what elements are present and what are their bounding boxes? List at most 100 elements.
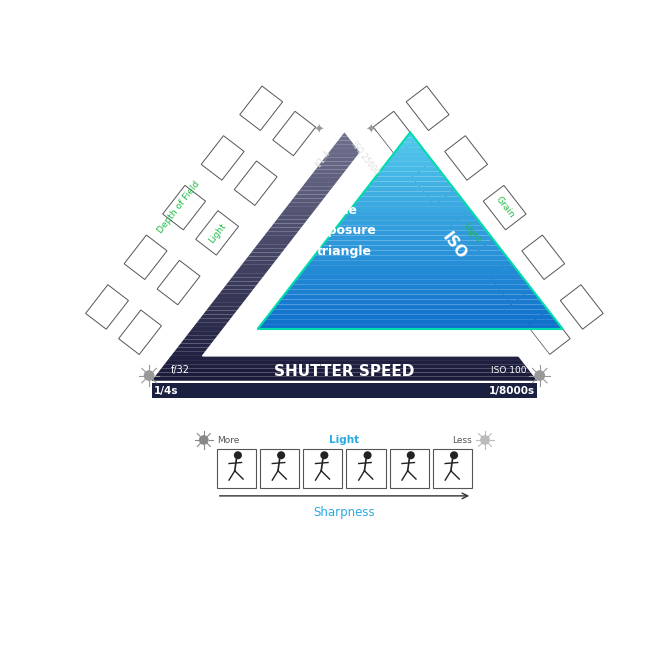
Polygon shape bbox=[338, 136, 351, 140]
Polygon shape bbox=[489, 260, 532, 305]
Polygon shape bbox=[372, 177, 448, 181]
Polygon shape bbox=[177, 343, 511, 347]
Polygon shape bbox=[216, 294, 473, 298]
Polygon shape bbox=[387, 157, 433, 162]
Polygon shape bbox=[158, 368, 531, 372]
Bar bbox=[303, 450, 342, 488]
Text: Light: Light bbox=[461, 221, 482, 245]
Polygon shape bbox=[277, 300, 544, 304]
Polygon shape bbox=[280, 211, 409, 215]
Polygon shape bbox=[391, 152, 429, 157]
Polygon shape bbox=[261, 236, 428, 240]
Polygon shape bbox=[235, 161, 277, 206]
Polygon shape bbox=[273, 112, 316, 156]
Text: The: The bbox=[331, 204, 358, 216]
Polygon shape bbox=[210, 302, 479, 306]
Polygon shape bbox=[181, 339, 508, 343]
Circle shape bbox=[451, 452, 458, 458]
Polygon shape bbox=[290, 199, 399, 203]
Polygon shape bbox=[184, 335, 505, 339]
Bar bbox=[260, 450, 299, 488]
Polygon shape bbox=[203, 310, 486, 314]
Polygon shape bbox=[330, 230, 491, 236]
Polygon shape bbox=[190, 327, 499, 331]
Text: ✦: ✦ bbox=[365, 123, 376, 136]
Polygon shape bbox=[353, 201, 467, 206]
Polygon shape bbox=[255, 244, 434, 248]
Polygon shape bbox=[412, 161, 454, 206]
Polygon shape bbox=[311, 255, 509, 260]
Polygon shape bbox=[319, 161, 370, 165]
Polygon shape bbox=[398, 142, 421, 147]
Text: APERTURE: APERTURE bbox=[202, 206, 268, 286]
Polygon shape bbox=[296, 190, 392, 194]
Text: f/32: f/32 bbox=[171, 366, 190, 376]
Polygon shape bbox=[341, 132, 347, 136]
Polygon shape bbox=[274, 219, 415, 224]
Circle shape bbox=[364, 452, 371, 458]
Polygon shape bbox=[314, 251, 505, 255]
Polygon shape bbox=[357, 196, 464, 201]
Bar bbox=[433, 450, 472, 488]
Polygon shape bbox=[165, 360, 524, 364]
Polygon shape bbox=[528, 310, 571, 354]
Polygon shape bbox=[152, 376, 537, 381]
Polygon shape bbox=[261, 319, 559, 324]
Polygon shape bbox=[264, 232, 425, 236]
Polygon shape bbox=[384, 162, 437, 167]
Polygon shape bbox=[226, 282, 463, 286]
Polygon shape bbox=[85, 285, 128, 329]
Text: ISO 100: ISO 100 bbox=[491, 366, 526, 375]
Circle shape bbox=[144, 371, 154, 380]
Polygon shape bbox=[235, 269, 454, 273]
Circle shape bbox=[200, 436, 208, 444]
Polygon shape bbox=[307, 260, 513, 265]
Polygon shape bbox=[293, 194, 396, 199]
Polygon shape bbox=[265, 314, 555, 319]
Polygon shape bbox=[157, 260, 200, 305]
Polygon shape bbox=[329, 149, 360, 153]
Polygon shape bbox=[269, 309, 551, 314]
Polygon shape bbox=[273, 304, 548, 309]
Polygon shape bbox=[200, 314, 489, 319]
Polygon shape bbox=[319, 245, 502, 251]
Polygon shape bbox=[309, 174, 380, 178]
Polygon shape bbox=[245, 257, 444, 261]
Polygon shape bbox=[174, 347, 515, 351]
Polygon shape bbox=[450, 210, 493, 255]
Polygon shape bbox=[267, 228, 421, 232]
Text: 1/8000s: 1/8000s bbox=[489, 386, 534, 396]
Polygon shape bbox=[338, 221, 482, 226]
Polygon shape bbox=[280, 294, 540, 300]
Polygon shape bbox=[300, 186, 389, 190]
Text: More: More bbox=[217, 435, 239, 444]
Polygon shape bbox=[345, 211, 475, 216]
Polygon shape bbox=[232, 273, 457, 278]
Polygon shape bbox=[284, 290, 536, 294]
Polygon shape bbox=[326, 236, 494, 241]
Polygon shape bbox=[406, 86, 449, 130]
Polygon shape bbox=[361, 192, 460, 196]
Polygon shape bbox=[213, 298, 476, 302]
Polygon shape bbox=[248, 253, 441, 257]
Polygon shape bbox=[206, 306, 482, 310]
Polygon shape bbox=[521, 235, 564, 280]
Polygon shape bbox=[196, 210, 239, 255]
Polygon shape bbox=[306, 178, 383, 182]
Polygon shape bbox=[403, 137, 418, 142]
Polygon shape bbox=[168, 356, 521, 360]
Text: Light: Light bbox=[329, 435, 360, 445]
Polygon shape bbox=[219, 290, 470, 294]
Text: Grain: Grain bbox=[494, 195, 516, 220]
Text: ISO: ISO bbox=[439, 230, 469, 263]
Circle shape bbox=[235, 452, 241, 458]
Polygon shape bbox=[284, 207, 405, 211]
Polygon shape bbox=[124, 235, 167, 280]
Polygon shape bbox=[202, 132, 550, 356]
Polygon shape bbox=[242, 261, 447, 265]
Polygon shape bbox=[312, 169, 376, 174]
Circle shape bbox=[481, 436, 489, 444]
Polygon shape bbox=[560, 285, 603, 329]
Polygon shape bbox=[277, 215, 412, 219]
Text: ISO 25600: ISO 25600 bbox=[349, 140, 381, 177]
